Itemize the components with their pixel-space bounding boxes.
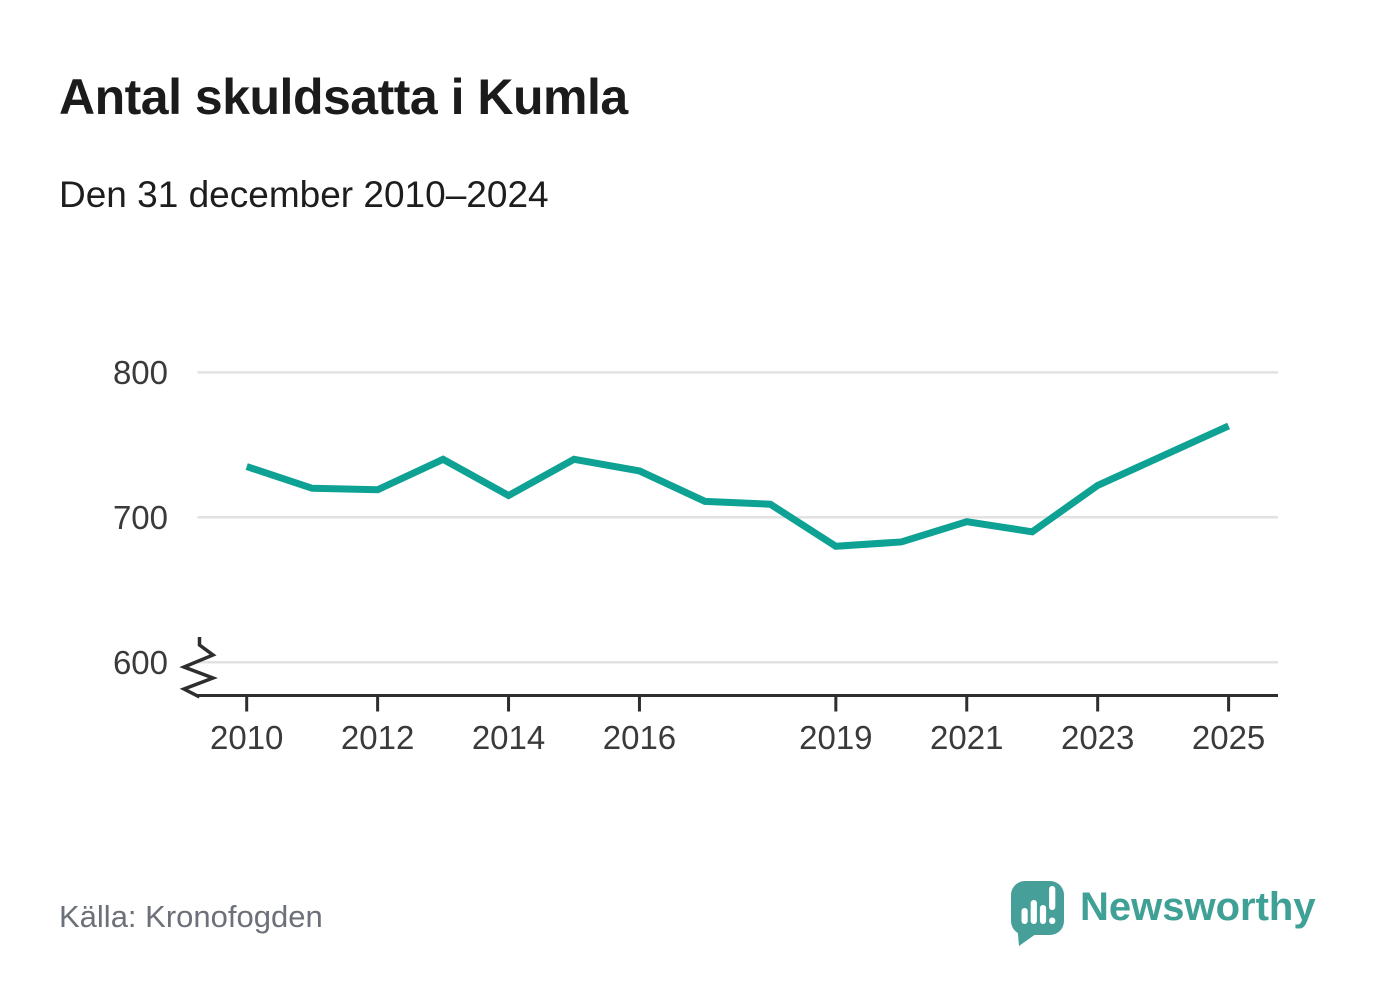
y-tick-label: 800 <box>113 354 168 391</box>
newsworthy-wordmark: Newsworthy <box>1080 885 1316 929</box>
newsworthy-logo: Newsworthy <box>1011 881 1316 946</box>
page-title: Antal skuldsatta i Kumla <box>59 69 628 125</box>
chart-subtitle: Den 31 december 2010–2024 <box>59 174 549 215</box>
newsworthy-bubble-icon <box>1011 881 1064 946</box>
data-line <box>245 422 1231 550</box>
logo-bubble-tail <box>1017 923 1040 946</box>
source-note: Källa: Kronofogden <box>59 899 323 934</box>
logo-bar-3 <box>1039 905 1047 924</box>
x-tick-label: 2012 <box>341 719 414 756</box>
x-tick-label: 2021 <box>930 719 1003 756</box>
y-tick-label: 700 <box>113 499 168 536</box>
x-tick-label: 2016 <box>603 719 676 756</box>
x-tick-label: 2025 <box>1192 719 1265 756</box>
y-axis-break <box>179 637 218 699</box>
logo-exclamation-dot <box>1049 917 1056 924</box>
x-tick-label: 2010 <box>210 719 283 756</box>
logo-bar-1 <box>1021 908 1028 924</box>
y-tick-label: 600 <box>113 644 168 681</box>
logo-exclamation-bar <box>1049 886 1056 910</box>
x-tick-label: 2023 <box>1061 719 1134 756</box>
x-tick-label: 2019 <box>799 719 872 756</box>
x-tick-label: 2014 <box>472 719 545 756</box>
logo-bar-2 <box>1030 900 1037 924</box>
